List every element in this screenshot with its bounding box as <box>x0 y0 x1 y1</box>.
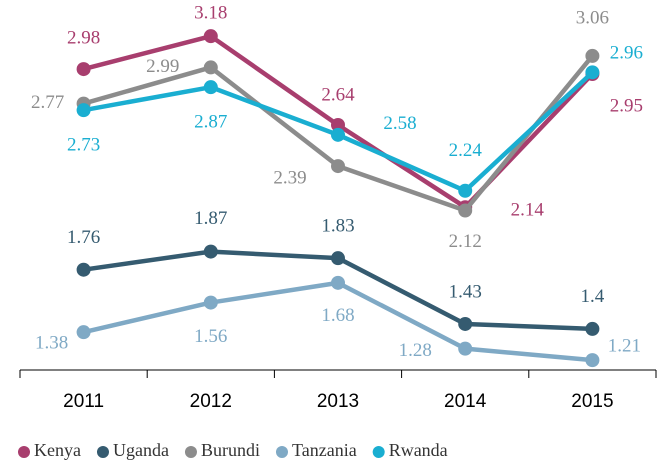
legend-label: Kenya <box>34 440 81 460</box>
data-point <box>458 341 473 356</box>
data-label: 1.83 <box>321 216 354 237</box>
data-point <box>331 127 345 142</box>
data-label: 2.77 <box>31 92 64 113</box>
data-label: 1.56 <box>194 326 227 347</box>
data-label: 2.39 <box>273 167 306 188</box>
data-label: 1.21 <box>608 335 641 356</box>
legend-label: Burundi <box>201 440 260 460</box>
data-point <box>203 80 218 95</box>
legend-marker <box>372 446 385 458</box>
data-point <box>458 183 473 198</box>
data-label: 1.68 <box>321 305 354 326</box>
data-point <box>76 62 91 77</box>
data-point <box>331 275 345 290</box>
x-tick-label: 2014 <box>444 391 487 412</box>
data-point <box>458 203 473 218</box>
legend-marker <box>184 446 197 458</box>
data-point <box>585 353 600 368</box>
data-point <box>331 251 345 266</box>
data-point <box>458 316 473 331</box>
data-point <box>76 103 91 118</box>
data-label: 1.28 <box>399 340 432 361</box>
legend-label: Uganda <box>113 440 169 460</box>
data-point <box>203 60 218 75</box>
data-label: 2.12 <box>449 231 482 252</box>
x-tick-label: 2015 <box>571 391 613 412</box>
data-point <box>203 244 218 259</box>
data-label: 2.64 <box>321 84 355 105</box>
data-point <box>203 29 218 44</box>
data-label: 2.58 <box>383 113 416 134</box>
data-point <box>585 48 600 63</box>
data-point <box>585 65 600 80</box>
data-point <box>331 117 345 132</box>
data-label: 3.06 <box>576 7 609 28</box>
legend-label: Tanzania <box>292 440 357 460</box>
data-label: 1.4 <box>581 286 605 307</box>
data-label: 2.87 <box>194 112 227 133</box>
data-point <box>203 295 218 310</box>
data-point <box>331 159 345 174</box>
data-label: 2.95 <box>610 95 643 116</box>
data-point <box>76 262 91 277</box>
data-label: 1.38 <box>35 333 68 354</box>
data-label: 2.73 <box>67 135 100 156</box>
data-point <box>585 321 600 336</box>
legend-marker <box>96 446 109 458</box>
data-label: 3.18 <box>194 3 227 24</box>
data-label: 2.98 <box>67 27 100 48</box>
data-point <box>76 325 91 340</box>
x-tick-label: 2011 <box>63 391 104 412</box>
data-label: 2.96 <box>610 43 643 64</box>
data-label: 2.24 <box>449 140 483 161</box>
data-label: 2.14 <box>511 200 545 221</box>
data-label: 1.76 <box>67 227 100 248</box>
legend-marker <box>18 446 30 458</box>
x-tick-label: 2013 <box>317 391 359 412</box>
x-tick-label: 2012 <box>190 391 232 412</box>
data-label: 1.43 <box>449 281 482 302</box>
data-label: 1.87 <box>194 208 227 229</box>
data-label: 2.99 <box>146 56 179 77</box>
legend-label: Rwanda <box>389 440 448 460</box>
legend-marker <box>275 446 288 458</box>
